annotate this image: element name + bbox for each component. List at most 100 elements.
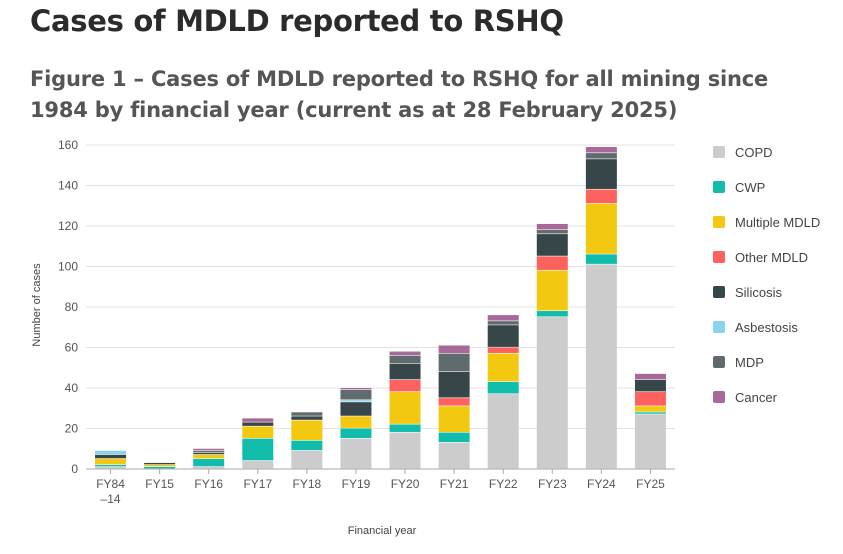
- bar-segment: [193, 458, 225, 467]
- bar-segment: [193, 452, 225, 455]
- bar-segment: [487, 325, 519, 347]
- x-tick-label: FY15: [145, 477, 174, 491]
- bar-segment: [193, 466, 225, 469]
- bar-segment: [340, 402, 372, 416]
- bar-segment: [487, 381, 519, 394]
- x-axis-title: Financial year: [348, 525, 417, 537]
- legend-swatch: [713, 181, 725, 193]
- legend-swatch: [713, 251, 725, 263]
- legend-label: Asbestosis: [735, 320, 798, 335]
- bar-segment: [634, 373, 666, 380]
- legend-swatch: [713, 216, 725, 228]
- x-tick-label: FY16: [194, 477, 223, 491]
- legend-swatch: [713, 356, 725, 368]
- x-tick-label: FY25: [636, 477, 665, 491]
- legend-label: CWP: [735, 180, 765, 195]
- bar-segment: [585, 189, 617, 204]
- legend-label: MDP: [735, 355, 764, 370]
- legend-swatch: [713, 146, 725, 158]
- y-tick-label: 80: [65, 300, 79, 314]
- x-tick-label: FY22: [489, 477, 518, 491]
- bar-segment: [340, 428, 372, 439]
- bar-segment: [634, 392, 666, 406]
- bar-segment: [242, 438, 274, 461]
- y-tick-label: 140: [58, 179, 78, 193]
- bar-segment: [95, 458, 127, 465]
- x-tick-label: FY23: [538, 477, 567, 491]
- bar-segment: [438, 345, 470, 353]
- bar-segment: [634, 414, 666, 469]
- bar-segment: [487, 394, 519, 469]
- bar-segment: [585, 264, 617, 469]
- gridlines: [86, 144, 675, 429]
- legend-label: Cancer: [735, 390, 778, 405]
- bar-segment: [340, 416, 372, 428]
- legend-label: Multiple MDLD: [735, 215, 820, 230]
- x-tick-label: FY20: [391, 477, 420, 491]
- legend-label: Other MDLD: [735, 250, 808, 265]
- bar-segment: [487, 321, 519, 325]
- bar-segment: [242, 422, 274, 426]
- x-tick-label: FY17: [243, 477, 272, 491]
- y-tick-label: 160: [58, 138, 78, 152]
- bar-segment: [193, 454, 225, 459]
- bar-segment: [438, 398, 470, 406]
- bar-segment: [585, 254, 617, 264]
- bar-segment: [242, 426, 274, 439]
- bar-segment: [340, 390, 372, 400]
- bar-segment: [634, 412, 666, 414]
- bar-segment: [536, 256, 568, 270]
- bar-segment: [536, 317, 568, 469]
- x-tick-label: FY21: [440, 477, 469, 491]
- axes: 0 20 40 60 80 100 120 140 160 FY84 –14 FY15 FY16 FY17…: [58, 138, 675, 506]
- bar-segment: [438, 432, 470, 443]
- bar-segment: [389, 392, 421, 424]
- y-axis-title: Number of cases: [31, 263, 43, 347]
- bars: [95, 147, 666, 469]
- bar-segment: [389, 424, 421, 432]
- bar-segment: [144, 466, 176, 469]
- bar-segment: [634, 406, 666, 412]
- legend-label: Silicosis: [735, 285, 782, 300]
- x-tick-label: FY84 –14: [96, 477, 125, 506]
- y-tick-label: 0: [71, 462, 78, 476]
- bar-segment: [291, 450, 323, 469]
- bar-segment: [340, 400, 372, 402]
- bar-segment: [193, 450, 225, 453]
- bar-segment: [438, 371, 470, 398]
- x-tick-label: FY24: [587, 477, 616, 491]
- x-tick-label: FY19: [342, 477, 371, 491]
- bar-segment: [438, 406, 470, 432]
- bar-segment: [634, 379, 666, 392]
- bar-segment: [291, 420, 323, 441]
- bar-segment: [340, 388, 372, 390]
- bar-segment: [291, 412, 323, 416]
- bar-segment: [389, 351, 421, 355]
- figure-title: Figure 1 – Cases of MDLD reported to RSH…: [30, 67, 769, 122]
- bar-segment: [389, 363, 421, 380]
- legend-swatch: [713, 391, 725, 403]
- legend-swatch: [713, 321, 725, 333]
- bar-segment: [536, 311, 568, 317]
- bar-segment: [536, 234, 568, 256]
- legend-label: COPD: [735, 145, 773, 160]
- bar-segment: [389, 432, 421, 469]
- bar-segment: [242, 418, 274, 422]
- bar-segment: [536, 223, 568, 230]
- bar-segment: [340, 438, 372, 469]
- legend: COPD CWP Multiple MDLD Other MDLD Silicosis A…: [713, 145, 820, 405]
- y-tick-label: 40: [65, 381, 79, 395]
- bar-segment: [95, 450, 127, 455]
- bar-segment: [95, 466, 127, 469]
- bar-segment: [291, 416, 323, 420]
- bar-segment: [438, 442, 470, 469]
- bar-segment: [242, 460, 274, 469]
- bar-segment: [291, 440, 323, 451]
- bar-segment: [389, 379, 421, 392]
- bar-segment: [585, 153, 617, 159]
- bar-segment: [487, 353, 519, 382]
- x-tick-label: FY18: [293, 477, 322, 491]
- bar-segment: [487, 315, 519, 321]
- y-tick-label: 60: [65, 341, 79, 355]
